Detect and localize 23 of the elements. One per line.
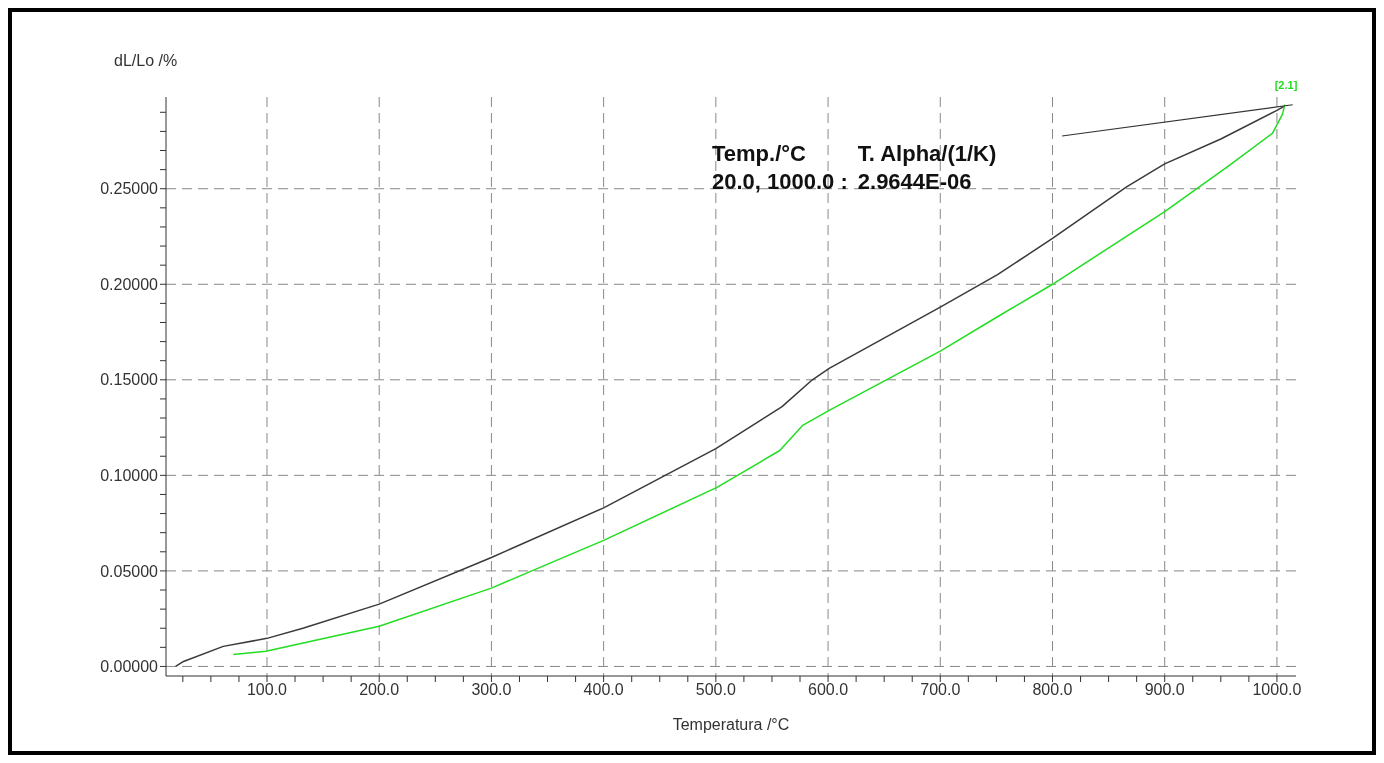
x-tick-label: 300.0 <box>471 681 512 699</box>
y-tick-label: 0.25000 <box>100 180 159 198</box>
annotation: 20.0, 1000.0 : <box>712 168 848 196</box>
annotation: [2.1] <box>1274 78 1298 91</box>
y-tick-label: 0.05000 <box>100 562 159 580</box>
x-tick-label: 800.0 <box>1032 681 1073 699</box>
x-tick-label: 600.0 <box>808 681 849 699</box>
y-tick-label: 0.20000 <box>100 275 159 293</box>
y-axis-title: dL/Lo /% <box>114 52 178 70</box>
x-tick-label: 200.0 <box>359 681 400 699</box>
y-tick-label: 0.10000 <box>100 467 159 485</box>
x-axis-title: Temperatura /°C <box>672 716 790 733</box>
annotation: 2.9644E-06 <box>857 168 973 196</box>
x-tick-label: 400.0 <box>583 681 624 699</box>
x-tick-label: 500.0 <box>695 681 736 699</box>
annotation: Temp./°C <box>712 140 807 168</box>
annotation: T. Alpha/(1/K) <box>857 140 997 168</box>
x-tick-label: 700.0 <box>920 681 961 699</box>
y-tick-label: 0.00000 <box>100 658 159 676</box>
x-tick-label: 1000.0 <box>1252 681 1302 699</box>
y-tick-label: 0.15000 <box>100 371 159 389</box>
x-tick-label: 100.0 <box>246 681 288 699</box>
x-tick-label: 900.0 <box>1144 681 1185 699</box>
